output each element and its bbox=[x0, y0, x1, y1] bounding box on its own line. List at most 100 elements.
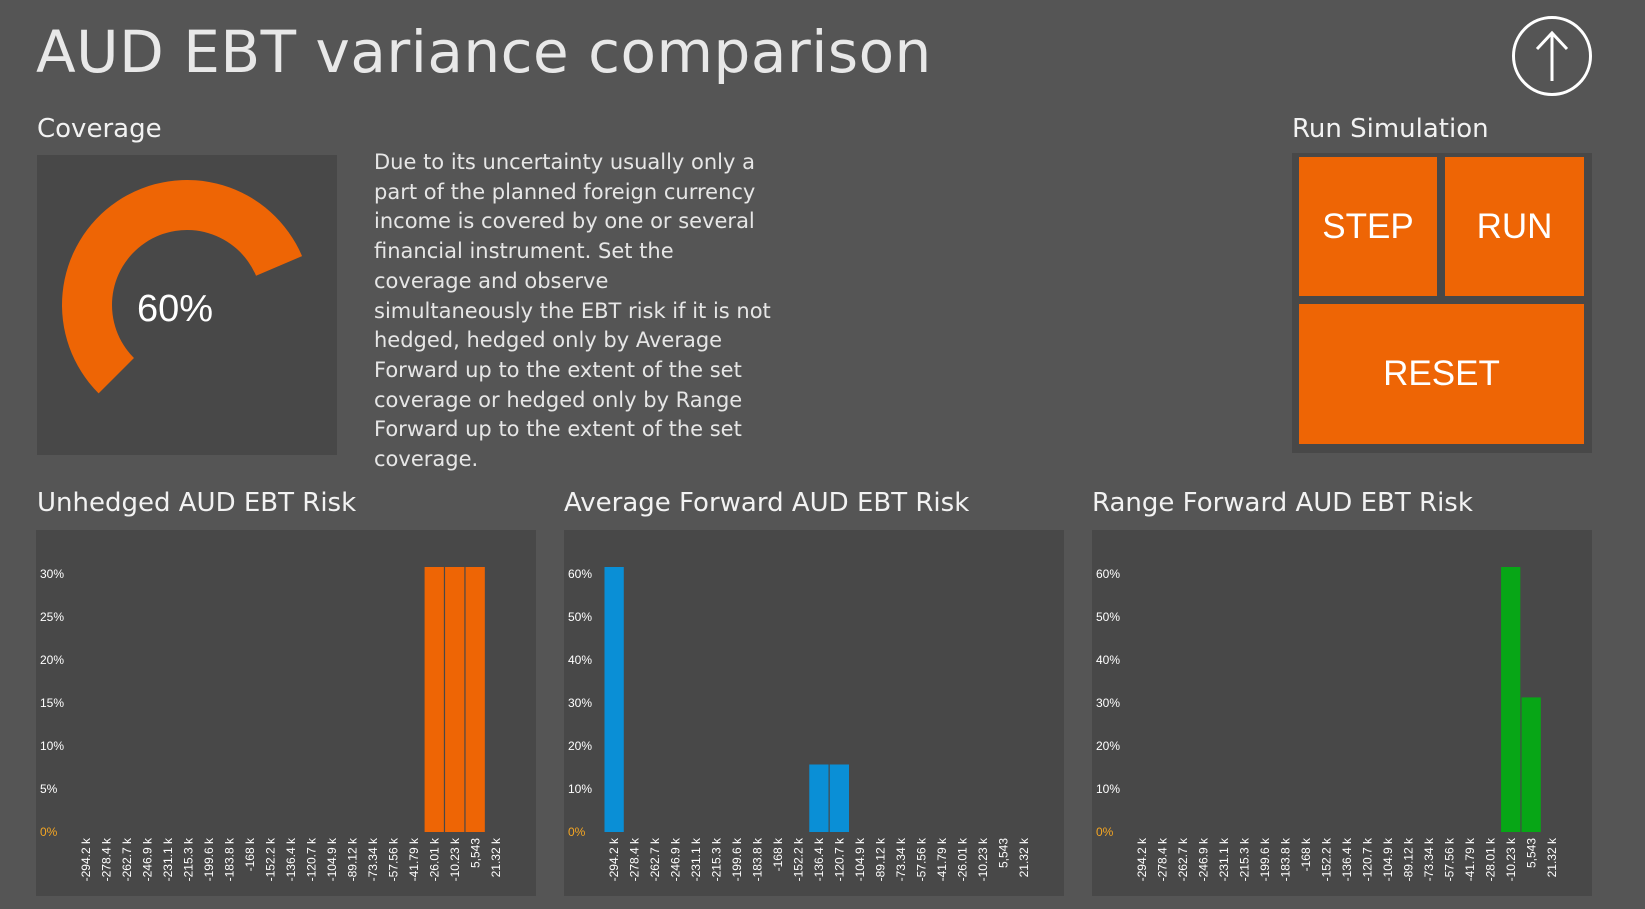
x-tick-label: -199.6 k bbox=[730, 837, 744, 881]
step-button[interactable]: STEP bbox=[1299, 157, 1437, 296]
chart-unhedged: 0% 5% 10% 15% 20% 25% 30% -294.2 k -278.4 k -262.… bbox=[36, 530, 536, 896]
x-tick-label: -136.4 k bbox=[284, 837, 298, 881]
x-tick-label: 5,543 bbox=[1524, 838, 1538, 868]
x-tick-label: -73.34 k bbox=[1422, 837, 1436, 881]
x-tick-label: -231.1 k bbox=[1217, 837, 1231, 881]
x-tick-label: -183.8 k bbox=[751, 837, 765, 881]
simulation-label: Run Simulation bbox=[1292, 114, 1489, 144]
x-tick-label: -136.4 k bbox=[1340, 837, 1354, 881]
y-tick-label: 60% bbox=[1096, 567, 1120, 581]
x-tick-label: -183.8 k bbox=[1279, 837, 1293, 881]
x-tick-label: -120.7 k bbox=[832, 837, 846, 881]
y-tick-label: 20% bbox=[568, 739, 592, 753]
x-tick-label: -168 k bbox=[771, 837, 785, 871]
y-tick-label: 25% bbox=[40, 610, 64, 624]
x-tick-label: -246.9 k bbox=[669, 837, 683, 881]
x-tick-label: -278.4 k bbox=[100, 837, 114, 881]
x-tick-label: -152.2 k bbox=[264, 837, 278, 881]
x-tick-label: -215.3 k bbox=[1238, 837, 1252, 881]
y-tick-label: 30% bbox=[568, 696, 592, 710]
y-tick-label: 30% bbox=[40, 567, 64, 581]
x-tick-label: -152.2 k bbox=[792, 837, 806, 881]
x-tick-label: -89.12 k bbox=[873, 837, 887, 881]
x-tick-label: -41.79 k bbox=[935, 837, 949, 881]
reset-button[interactable]: RESET bbox=[1299, 304, 1584, 444]
x-tick-label: -57.56 k bbox=[1442, 837, 1456, 881]
x-tick-label: -262.7 k bbox=[1176, 837, 1190, 881]
y-tick-label: 10% bbox=[568, 782, 592, 796]
x-tick-label: -168 k bbox=[1299, 837, 1313, 871]
x-tick-label: -199.6 k bbox=[1258, 837, 1272, 881]
x-tick-label: 5,543 bbox=[468, 838, 482, 868]
x-tick-label: -89.12 k bbox=[1401, 837, 1415, 881]
run-button[interactable]: RUN bbox=[1445, 157, 1584, 296]
x-tick-label: -294.2 k bbox=[1135, 837, 1149, 881]
chart-title-range-forward: Range Forward AUD EBT Risk bbox=[1092, 488, 1473, 518]
x-tick-label: -262.7 k bbox=[648, 837, 662, 881]
chart-title-average-forward: Average Forward AUD EBT Risk bbox=[564, 488, 970, 518]
bar bbox=[445, 567, 465, 832]
description-text: Due to its uncertainty usually only a pa… bbox=[374, 150, 771, 472]
y-tick-label: 5% bbox=[40, 782, 58, 796]
bar bbox=[1501, 567, 1521, 832]
x-tick-label: -57.56 k bbox=[914, 837, 928, 881]
x-tick-label: -199.6 k bbox=[202, 837, 216, 881]
y-tick-label: 0% bbox=[1096, 825, 1114, 839]
x-tick-label: -89.12 k bbox=[345, 837, 359, 881]
x-tick-label: -41.79 k bbox=[407, 837, 421, 881]
x-tick-label: -183.8 k bbox=[223, 837, 237, 881]
x-tick-label: 21.32 k bbox=[489, 837, 503, 877]
x-tick-label: -231.1 k bbox=[161, 837, 175, 881]
x-tick-label: -231.1 k bbox=[689, 837, 703, 881]
x-tick-label: 21.32 k bbox=[1545, 837, 1559, 877]
x-tick-label: -168 k bbox=[243, 837, 257, 871]
x-tick-label: -278.4 k bbox=[628, 837, 642, 881]
x-tick-label: -104.9 k bbox=[1381, 837, 1395, 881]
scroll-up-button[interactable] bbox=[1512, 16, 1592, 96]
bar bbox=[809, 764, 829, 832]
y-tick-label: 20% bbox=[1096, 739, 1120, 753]
x-tick-label: -10.23 k bbox=[976, 837, 990, 881]
x-tick-label: -136.4 k bbox=[812, 837, 826, 881]
y-tick-label: 15% bbox=[40, 696, 64, 710]
chart-range-forward-plot: 0% 10% 20% 30% 40% 50% 60% -294.2 k -278.4 k -262… bbox=[1096, 567, 1559, 881]
x-tick-label: -262.7 k bbox=[120, 837, 134, 881]
bar bbox=[1521, 697, 1541, 832]
x-tick-label: -57.56 k bbox=[386, 837, 400, 881]
chart-range-forward: 0% 10% 20% 30% 40% 50% 60% -294.2 k -278.4 k -262… bbox=[1092, 530, 1592, 896]
x-tick-label: 5,543 bbox=[996, 838, 1010, 868]
bar bbox=[604, 567, 624, 832]
chart-unhedged-plot: 0% 5% 10% 15% 20% 25% 30% -294.2 k -278.4 k -262.… bbox=[40, 567, 503, 881]
x-tick-label: 21.32 k bbox=[1017, 837, 1031, 877]
x-tick-label: -215.3 k bbox=[182, 837, 196, 881]
y-tick-label: 30% bbox=[1096, 696, 1120, 710]
chart-title-unhedged: Unhedged AUD EBT Risk bbox=[37, 488, 357, 518]
x-tick-label: -26.01 k bbox=[955, 837, 969, 881]
coverage-gauge[interactable]: 60% bbox=[37, 155, 337, 455]
chart-average-forward-plot: 0% 10% 20% 30% 40% 50% 60% -294.2 k -278.4 k -262… bbox=[568, 567, 1031, 881]
y-tick-label: 50% bbox=[1096, 610, 1120, 624]
x-tick-label: -10.23 k bbox=[1504, 837, 1518, 881]
x-tick-label: -294.2 k bbox=[607, 837, 621, 881]
y-tick-label: 40% bbox=[568, 653, 592, 667]
y-tick-label: 0% bbox=[568, 825, 586, 839]
y-tick-label: 10% bbox=[40, 739, 64, 753]
x-tick-label: -73.34 k bbox=[366, 837, 380, 881]
y-tick-label: 40% bbox=[1096, 653, 1120, 667]
x-tick-label: -10.23 k bbox=[448, 837, 462, 881]
page-title: AUD EBT variance comparison bbox=[36, 18, 932, 86]
x-tick-label: -120.7 k bbox=[304, 837, 318, 881]
y-tick-label: 50% bbox=[568, 610, 592, 624]
x-tick-label: -73.34 k bbox=[894, 837, 908, 881]
x-tick-label: -246.9 k bbox=[1197, 837, 1211, 881]
x-tick-label: -104.9 k bbox=[853, 837, 867, 881]
coverage-label: Coverage bbox=[37, 114, 162, 144]
y-tick-label: 20% bbox=[40, 653, 64, 667]
x-tick-label: -278.4 k bbox=[1156, 837, 1170, 881]
bar bbox=[424, 567, 444, 832]
y-tick-label: 60% bbox=[568, 567, 592, 581]
x-tick-label: -294.2 k bbox=[79, 837, 93, 881]
bar bbox=[829, 764, 850, 832]
bar bbox=[465, 567, 485, 832]
x-tick-label: -246.9 k bbox=[141, 837, 155, 881]
